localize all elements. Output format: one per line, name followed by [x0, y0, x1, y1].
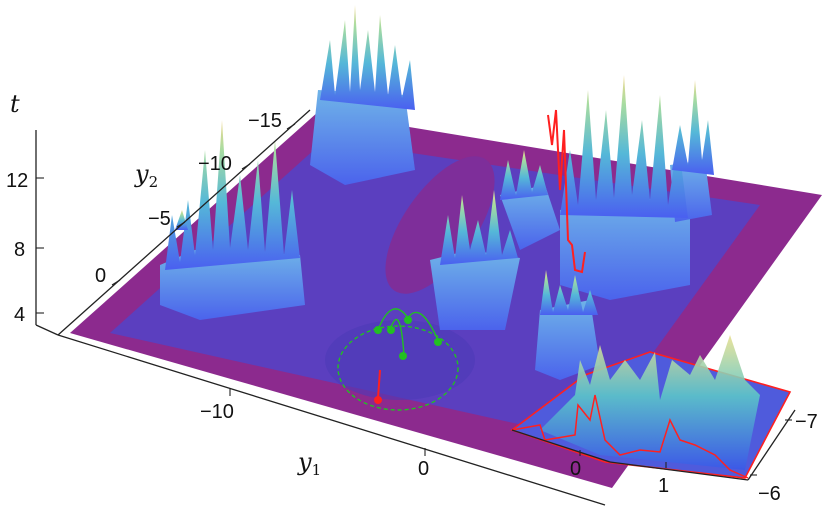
- y2-tick-neg5: −5: [148, 208, 171, 230]
- peak-spikes: [165, 5, 714, 315]
- inset-x-tick-1: 1: [658, 475, 669, 497]
- y1-axis-label: y1: [297, 448, 321, 479]
- inset-panel: [510, 335, 796, 481]
- floor-dark-patch: [325, 320, 475, 400]
- y2-tick-0: 0: [95, 265, 106, 287]
- t-tick-12: 12: [6, 170, 28, 192]
- y1-tick-neg10: −10: [200, 401, 234, 423]
- inset-x-tick-0: 0: [570, 458, 581, 480]
- inset-y-tick-neg7: −7: [795, 411, 818, 433]
- t-axis-label: t: [10, 90, 20, 118]
- inset-y-tick-neg6: −6: [758, 483, 781, 505]
- y2-tick-neg10: −10: [198, 153, 232, 175]
- trajectory: [337, 308, 459, 411]
- y2-tick-neg15: −15: [248, 110, 282, 132]
- t-tick-8: 8: [14, 239, 25, 261]
- red-trace: [547, 109, 586, 274]
- y2-axis-label: y2: [134, 160, 158, 191]
- y1-tick-0: 0: [418, 458, 429, 480]
- floor-ellipse: [385, 156, 495, 294]
- axes: [35, 109, 606, 506]
- t-tick-4: 4: [14, 304, 25, 326]
